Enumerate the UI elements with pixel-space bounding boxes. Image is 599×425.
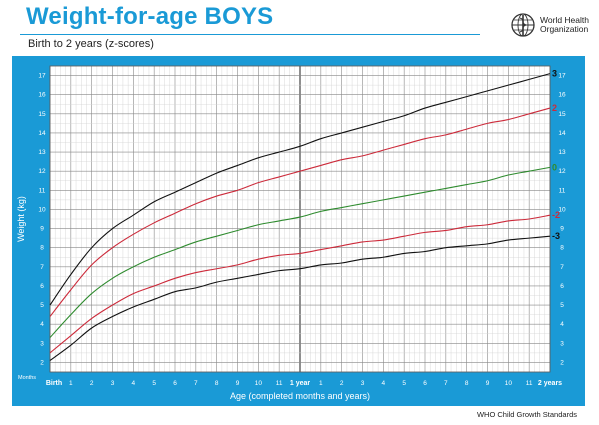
plot-border	[49, 65, 551, 373]
y-tick-label-left: 10	[38, 206, 46, 213]
x-tick-label: 5	[152, 380, 156, 387]
y-tick-label-right: 12	[558, 168, 566, 175]
x-tick-label: 2	[90, 380, 94, 387]
y-tick-label-left: 12	[38, 168, 46, 175]
y-tick-label-right: 4	[560, 321, 564, 328]
x-tick-label: 9	[486, 380, 490, 387]
y-tick-label-left: 7	[40, 264, 44, 271]
y-tick-label-right: 15	[558, 111, 566, 118]
x-tick-label: 8	[465, 380, 469, 387]
x-tick-label: 11	[276, 380, 283, 387]
x-tick-label: 2	[340, 380, 344, 387]
y-tick-label-right: 17	[558, 73, 566, 80]
x-tick-label: 11	[526, 380, 533, 387]
y-tick-label-left: 6	[40, 283, 44, 290]
y-tick-label-right: 2	[560, 359, 564, 366]
y-tick-label-left: 2	[40, 359, 44, 366]
zscore-curve-0	[49, 166, 551, 338]
y-tick-label-right: 10	[558, 206, 566, 213]
y-tick-label-right: 8	[560, 245, 564, 252]
x-tick-label: 6	[423, 380, 427, 387]
y-tick-label-left: 11	[39, 187, 46, 194]
y-axis-title: Weight (kg)	[16, 196, 26, 242]
x-unit-label: Months	[18, 375, 36, 381]
y-tick-label-left: 16	[38, 92, 46, 99]
x-tick-label: 8	[215, 380, 219, 387]
x-tick-label: 10	[255, 380, 263, 387]
zscore-label: 0	[552, 162, 557, 172]
y-tick-label-right: 9	[560, 226, 564, 233]
zscore-label: 3	[552, 69, 557, 79]
zscore-curve-2	[49, 107, 551, 317]
zscore-curve-3	[49, 73, 551, 306]
y-tick-label-left: 5	[40, 302, 44, 309]
y-tick-label-right: 11	[559, 187, 566, 194]
y-tick-label-right: 16	[558, 92, 566, 99]
who-emblem-icon	[511, 13, 535, 37]
x-tick-label: 6	[173, 380, 177, 387]
who-logo: World Health Organization	[510, 12, 589, 38]
chart-title: Weight-for-age BOYS	[26, 3, 274, 30]
y-tick-label-right: 7	[560, 264, 564, 271]
zscore-label: 2	[552, 103, 557, 113]
y-tick-label-left: 17	[38, 73, 46, 80]
y-tick-label-right: 14	[558, 130, 566, 137]
x-tick-label: 2 years	[538, 380, 562, 387]
footer-source: WHO Child Growth Standards	[476, 410, 577, 419]
org-name-line1: World Health	[540, 15, 589, 25]
x-tick-label: 1	[69, 380, 73, 387]
x-tick-label: 4	[382, 380, 386, 387]
zscore-curve-minus3	[49, 235, 551, 361]
x-tick-label: 5	[402, 380, 406, 387]
x-tick-label: 10	[505, 380, 513, 387]
y-tick-label-right: 6	[560, 283, 564, 290]
x-tick-label: 3	[111, 380, 115, 387]
zscore-label: -2	[552, 210, 560, 220]
y-tick-label-left: 14	[38, 130, 46, 137]
title-divider	[20, 34, 480, 35]
y-tick-label-left: 4	[40, 321, 44, 328]
x-tick-label: 3	[361, 380, 365, 387]
y-tick-label-left: 13	[38, 149, 46, 156]
x-axis-title: Age (completed months and years)	[230, 391, 370, 401]
y-tick-label-left: 8	[40, 245, 44, 252]
y-tick-label-right: 13	[558, 149, 566, 156]
x-tick-label: Birth	[46, 380, 62, 387]
y-tick-label-left: 15	[38, 111, 46, 118]
x-tick-label: 7	[194, 380, 198, 387]
x-tick-label: 7	[444, 380, 448, 387]
org-name-line2: Organization	[540, 24, 589, 34]
chart-subtitle: Birth to 2 years (z-scores)	[28, 38, 154, 50]
y-tick-label-left: 3	[40, 340, 44, 347]
y-tick-label-left: 9	[40, 226, 44, 233]
y-tick-label-right: 3	[560, 340, 564, 347]
x-tick-label: 1	[319, 380, 323, 387]
zscore-curve-minus2	[49, 214, 551, 354]
x-tick-label: 9	[236, 380, 240, 387]
zscore-label: -3	[552, 231, 560, 241]
x-tick-label: 4	[132, 380, 136, 387]
x-tick-label: 1 year	[290, 380, 311, 387]
y-tick-label-right: 5	[560, 302, 564, 309]
